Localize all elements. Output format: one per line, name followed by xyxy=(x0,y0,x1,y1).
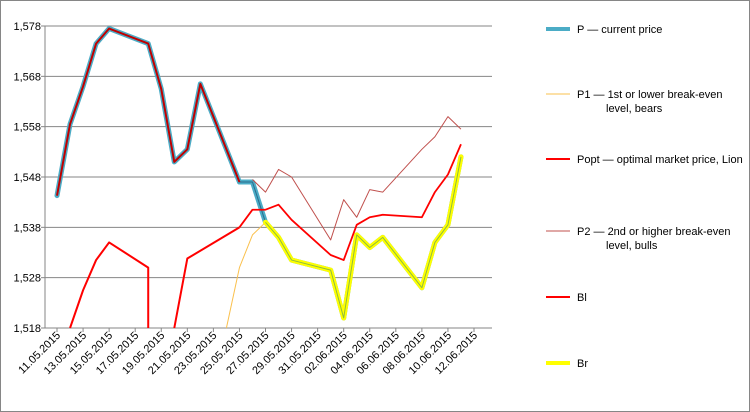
series-bl xyxy=(69,226,240,329)
legend-label: Bl xyxy=(577,292,587,304)
legend-item-br: Br xyxy=(546,358,588,370)
legend-item-p1-1st-or-lower-break-even-level-bears: P1 — 1st or lower break-even level, bears xyxy=(546,89,723,115)
series-line xyxy=(238,143,462,261)
legend-label: P2 — 2nd or higher break-even level, bull… xyxy=(577,226,730,252)
series-line-outline xyxy=(263,154,464,321)
series-br xyxy=(263,154,464,321)
y-tick-labels: 1,518 1,528 1,538 1,548 1,558 1,568 1,578 xyxy=(13,21,45,335)
series-segment-1 xyxy=(173,226,240,329)
legend: P — current price P1 — 1st or lower break… xyxy=(546,24,743,370)
legend-item-p2-2nd-or-higher-break-even-level-bulls: P2 — 2nd or higher break-even level, bull… xyxy=(546,226,730,252)
legend-label: P — current price xyxy=(577,24,662,36)
legend-item-bl: Bl xyxy=(546,292,587,304)
y-tick-label: 1,548 xyxy=(13,172,41,184)
series-line xyxy=(252,116,462,241)
legend-item-popt-optimal-market-price-lion: Popt — optimal market price, Lion xyxy=(546,154,743,166)
x-tick-labels: 11.05.201513.05.201515.05.201517.05.2015… xyxy=(16,328,480,377)
legend-label: Popt — optimal market price, Lion xyxy=(577,154,743,166)
series-line xyxy=(225,221,266,329)
y-tick-label: 1,518 xyxy=(13,323,41,335)
y-tick-label: 1,538 xyxy=(13,222,41,234)
series-popt-optimal-market-price-lion xyxy=(238,143,462,261)
series-segment-0 xyxy=(69,241,150,329)
y-tick-label: 1,528 xyxy=(13,273,41,285)
series-line-core xyxy=(265,156,462,319)
y-tick-label: 1,578 xyxy=(13,21,41,33)
legend-label: P1 — 1st or lower break-even level, bears xyxy=(577,89,723,115)
series-lines xyxy=(54,26,464,329)
y-tick-label: 1,558 xyxy=(13,122,41,134)
y-tick-label: 1,568 xyxy=(13,71,41,83)
legend-label: Br xyxy=(577,358,588,370)
series-p1-1st-or-lower-break-even-level-bears xyxy=(225,221,266,329)
series-p2-2nd-or-higher-break-even-level-bulls xyxy=(252,116,462,241)
legend-item-p-current-price: P — current price xyxy=(546,24,662,36)
bl-overlay-on-price xyxy=(56,27,241,196)
